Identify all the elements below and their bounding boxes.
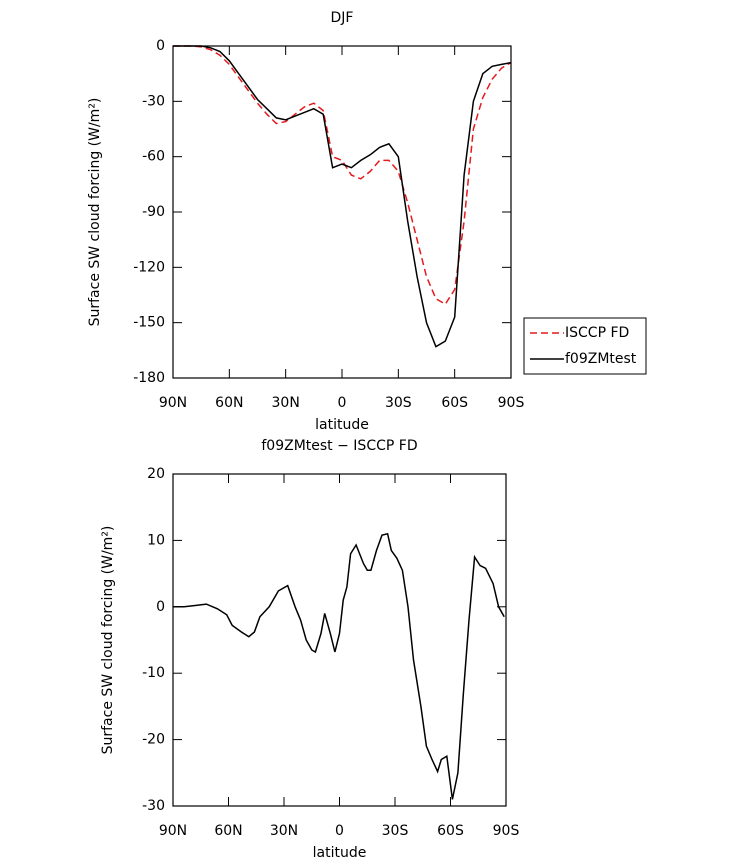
y-tick-label: -20 <box>142 732 165 748</box>
legend-label: ISCCP FD <box>565 325 629 341</box>
x-tick-label: 60N <box>214 823 242 839</box>
x-tick-label: 90N <box>159 395 187 411</box>
y-tick-label: 20 <box>147 466 165 482</box>
x-tick-label: 0 <box>338 395 347 411</box>
x-tick-label: 60N <box>215 395 243 411</box>
x-tick-label: 30S <box>385 395 412 411</box>
y-tick-label: 0 <box>156 38 165 54</box>
y-tick-label: -120 <box>133 259 165 275</box>
x-axis-title: latitude <box>315 417 369 433</box>
x-tick-label: 90N <box>159 823 187 839</box>
x-axis-title: latitude <box>313 845 367 861</box>
legend-box <box>523 317 647 375</box>
x-tick-label: 90S <box>493 823 520 839</box>
x-tick-label: 60S <box>441 395 468 411</box>
x-tick-label: 90S <box>498 395 525 411</box>
x-tick-label: 30N <box>270 823 298 839</box>
y-tick-label: -90 <box>142 204 165 220</box>
y-axis-title: Surface SW cloud forcing (W/m²) <box>87 98 103 327</box>
y-tick-label: -30 <box>142 798 165 814</box>
plot-frame <box>172 473 507 807</box>
y-tick-label: 10 <box>147 532 165 548</box>
y-tick-label: -60 <box>142 149 165 165</box>
x-tick-label: 30N <box>272 395 300 411</box>
legend-label: f09ZMtest <box>565 351 637 367</box>
chart-title: f09ZMtest − ISCCP FD <box>261 438 417 454</box>
data-line <box>173 532 505 800</box>
x-tick-label: 60S <box>437 823 464 839</box>
y-tick-label: -30 <box>142 93 165 109</box>
x-tick-label: 0 <box>335 823 344 839</box>
data-line <box>173 45 512 348</box>
x-tick-label: 30S <box>382 823 409 839</box>
chart-title: DJF <box>331 10 354 26</box>
y-tick-label: -150 <box>133 315 165 331</box>
y-tick-label: 0 <box>156 599 165 615</box>
y-tick-label: -180 <box>133 370 165 386</box>
data-line <box>173 45 512 306</box>
plot-frame <box>172 45 512 379</box>
y-tick-label: -10 <box>142 665 165 681</box>
y-axis-title: Surface SW cloud forcing (W/m²) <box>100 526 116 755</box>
